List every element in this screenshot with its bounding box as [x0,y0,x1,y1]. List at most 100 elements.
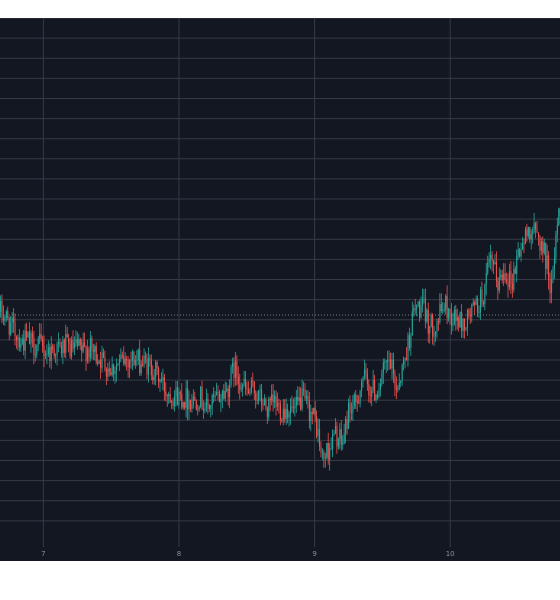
candle-body [227,388,229,398]
candle [359,389,361,408]
candle [26,322,28,341]
candle [311,408,313,425]
candle [255,390,257,409]
candle [46,344,48,365]
candle-body [516,256,518,274]
candle-body [398,382,400,389]
candle [537,232,540,246]
candle-body [406,357,408,360]
candle-body [33,337,35,356]
candle-body [533,223,535,232]
candle [292,398,294,414]
candle-body [107,368,109,377]
candle-body [4,318,6,321]
candle [448,307,450,322]
candle-body [13,317,15,323]
candle [433,325,435,347]
candle-body [532,231,534,235]
candle [224,381,226,402]
candle [452,312,454,331]
candle-body [204,408,206,411]
candle [37,336,39,352]
candle-body [39,334,41,339]
candle [527,226,529,239]
candle [391,352,393,380]
candle-body [153,377,155,381]
candle [398,373,400,391]
candle [474,300,476,315]
candle-body [551,280,553,294]
candle [36,344,38,359]
candle [233,356,235,388]
candle [424,288,426,329]
candle-body [262,404,264,406]
candle-body [552,268,554,281]
candle-body [513,268,515,290]
candle-body [143,355,145,366]
candle [421,288,424,313]
candle [390,352,392,370]
candle [78,333,80,347]
candle-body [187,388,189,410]
candle [411,301,413,336]
candle [27,331,29,339]
candle [323,449,325,468]
candle [336,421,338,454]
candle [430,312,432,328]
candle-body [420,305,422,318]
candle-body [26,330,28,338]
candle [488,252,490,268]
candle-body [517,249,519,257]
candle-body [68,337,70,344]
candle [446,285,448,325]
candle [519,248,521,258]
candle [166,393,168,407]
candle-body [210,405,212,409]
candle [408,327,410,351]
candle [285,398,287,425]
candle-body [261,389,263,405]
candle [462,317,464,338]
candle [165,382,167,402]
candle-body [198,406,200,410]
candle-body [224,390,226,399]
candle-body [31,333,33,338]
candle-body [178,392,180,406]
candle [413,304,415,317]
candle-body [387,360,389,362]
candle [504,263,506,284]
candle [56,341,58,366]
candle [253,380,255,400]
candle-body [63,340,65,353]
candle-body [7,311,9,319]
candle [256,391,258,405]
candle-body [311,412,313,414]
x-axis-tick-labels: 7 8 9 10 [41,550,454,558]
candle-body [350,411,352,413]
candle [535,221,537,239]
candle [337,437,339,450]
candle [263,394,265,406]
candle-body [95,345,97,362]
candle [49,343,51,368]
candle [487,255,489,276]
candle [104,350,106,372]
candle-body [378,389,380,397]
candle [84,332,86,348]
candle-body [507,281,509,288]
candle-body [366,373,368,384]
candle [546,244,548,275]
candle-body [468,309,470,316]
candle [494,254,496,265]
candle-body [355,394,357,401]
candle [234,351,236,386]
candle [252,372,254,388]
candle [102,348,105,359]
candle-body [172,401,174,407]
candle-body [124,358,126,365]
candle-body [432,314,434,337]
candle-body [334,426,337,434]
candle-body [443,309,445,311]
candle [350,402,352,421]
candle-body [530,234,532,240]
